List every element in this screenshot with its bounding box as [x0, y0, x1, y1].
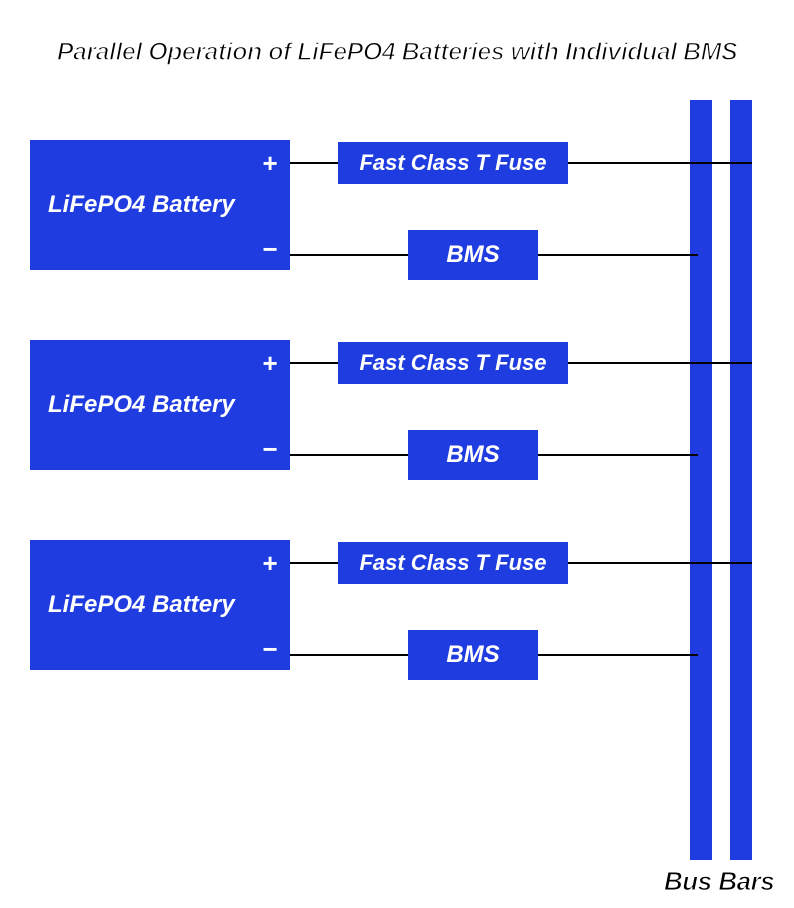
fuse-block-2: Fast Class T Fuse [338, 542, 568, 584]
fuse-label-2: Fast Class T Fuse [359, 550, 546, 576]
terminal-plus-0: + [262, 148, 277, 179]
terminal-plus-1: + [262, 348, 277, 379]
wire-neg-batt-bms-2 [290, 654, 408, 656]
fuse-label-0: Fast Class T Fuse [359, 150, 546, 176]
terminal-plus-2: + [262, 548, 277, 579]
bms-block-2: BMS [408, 630, 538, 680]
wire-pos-fuse-bus-1 [568, 362, 752, 364]
wire-neg-bms-bus-0 [538, 254, 698, 256]
battery-block-2: LiFePO4 Battery + − [30, 540, 290, 670]
wire-pos-fuse-bus-2 [568, 562, 752, 564]
battery-block-1: LiFePO4 Battery + − [30, 340, 290, 470]
battery-label-0: LiFePO4 Battery [48, 191, 235, 219]
wire-pos-fuse-bus-0 [568, 162, 752, 164]
bms-block-1: BMS [408, 430, 538, 480]
wire-neg-batt-bms-1 [290, 454, 408, 456]
terminal-minus-1: − [262, 434, 277, 465]
wire-neg-bms-bus-2 [538, 654, 698, 656]
busbar-label: Bus Bars [664, 866, 774, 897]
bms-label-2: BMS [446, 641, 499, 669]
wire-pos-batt-fuse-1 [290, 362, 338, 364]
terminal-minus-0: − [262, 234, 277, 265]
bms-label-0: BMS [446, 241, 499, 269]
battery-label-2: LiFePO4 Battery [48, 591, 235, 619]
busbar-right [730, 100, 752, 860]
diagram-title: Parallel Operation of LiFePO4 Batteries … [0, 38, 794, 67]
bms-label-1: BMS [446, 441, 499, 469]
busbar-left [690, 100, 712, 860]
fuse-block-1: Fast Class T Fuse [338, 342, 568, 384]
bms-block-0: BMS [408, 230, 538, 280]
wire-neg-bms-bus-1 [538, 454, 698, 456]
wire-pos-batt-fuse-2 [290, 562, 338, 564]
fuse-label-1: Fast Class T Fuse [359, 350, 546, 376]
wire-neg-batt-bms-0 [290, 254, 408, 256]
terminal-minus-2: − [262, 634, 277, 665]
battery-block-0: LiFePO4 Battery + − [30, 140, 290, 270]
battery-label-1: LiFePO4 Battery [48, 391, 235, 419]
fuse-block-0: Fast Class T Fuse [338, 142, 568, 184]
wire-pos-batt-fuse-0 [290, 162, 338, 164]
